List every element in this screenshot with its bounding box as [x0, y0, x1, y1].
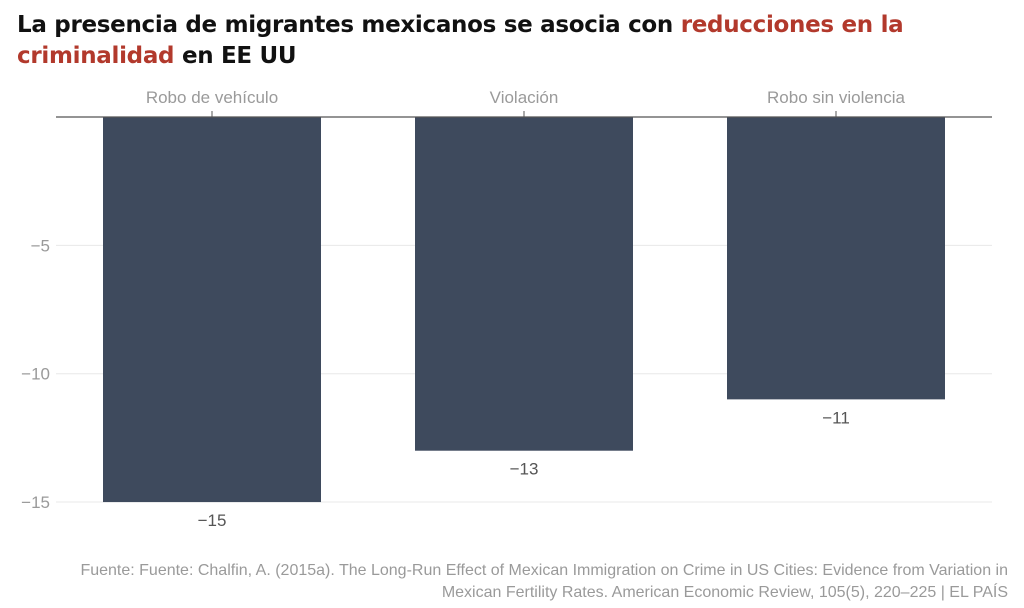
source-note: Fuente: Fuente: Chalfin, A. (2015a). The…: [80, 562, 1008, 601]
title-part2: en EE UU: [174, 43, 297, 69]
x-tick-label: Violación: [490, 88, 559, 107]
title-part1: La presencia de migrantes mexicanos se a…: [17, 12, 681, 38]
x-tick-label: Robo de vehículo: [146, 88, 278, 107]
bars: [103, 117, 945, 503]
data-label: −15: [198, 511, 227, 530]
bar: [103, 117, 321, 503]
y-tick-label: −15: [21, 493, 50, 512]
chart-title: La presencia de migrantes mexicanos se a…: [17, 10, 997, 72]
labels: −5 −10 −15 −15 Robo de vehículo −13 Violación −…: [21, 88, 905, 530]
y-tick-label: −5: [31, 236, 50, 255]
bar: [415, 117, 633, 451]
x-tick-label: Robo sin violencia: [767, 88, 906, 107]
data-label: −13: [510, 460, 539, 479]
y-tick-label: −10: [21, 365, 50, 384]
data-label: −11: [822, 408, 850, 427]
bar: [727, 117, 945, 400]
x-axis: [56, 111, 992, 118]
title-highlight: reducciones en la criminalidad: [17, 12, 904, 69]
